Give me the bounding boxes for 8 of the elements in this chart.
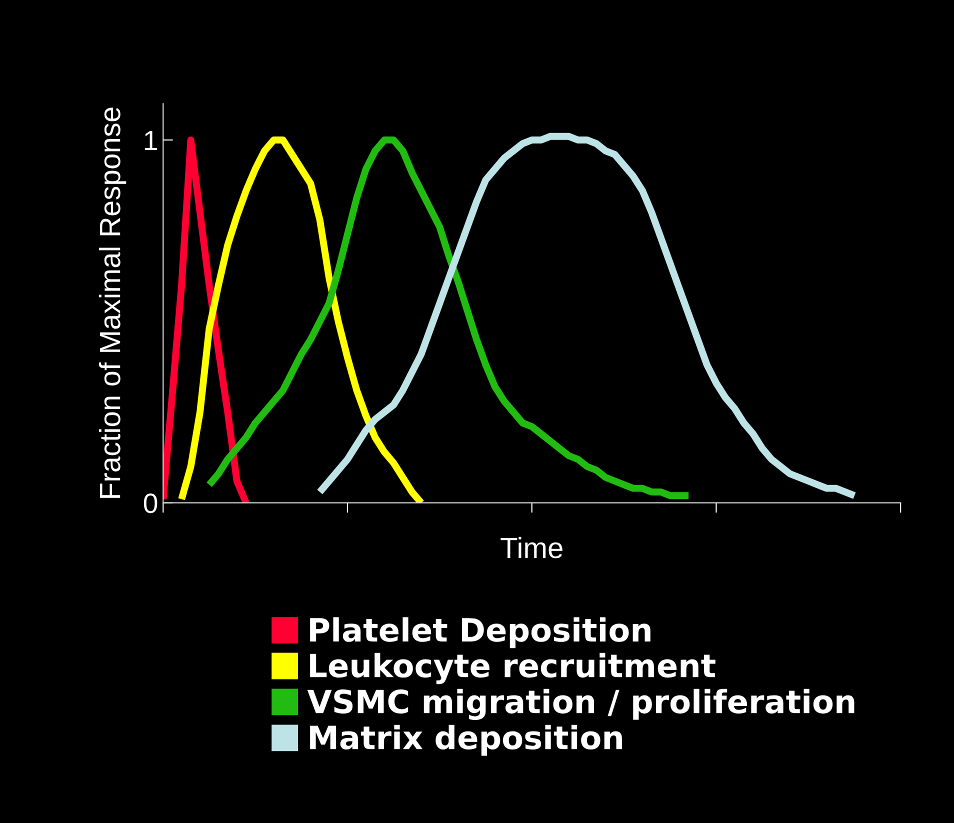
legend-label: Platelet Deposition xyxy=(310,617,650,648)
x-axis-title: Time xyxy=(500,536,562,558)
y-tick-label: 1 xyxy=(144,130,157,150)
legend-label: Leukocyte recruitment xyxy=(310,652,716,684)
legend-label: VSMC migration / proliferation xyxy=(307,688,854,720)
y-axis-title: Fraction of Maximal Response xyxy=(98,108,126,498)
y-tick-label: 0 xyxy=(144,494,158,514)
legend-label: Matrix deposition xyxy=(310,724,622,756)
